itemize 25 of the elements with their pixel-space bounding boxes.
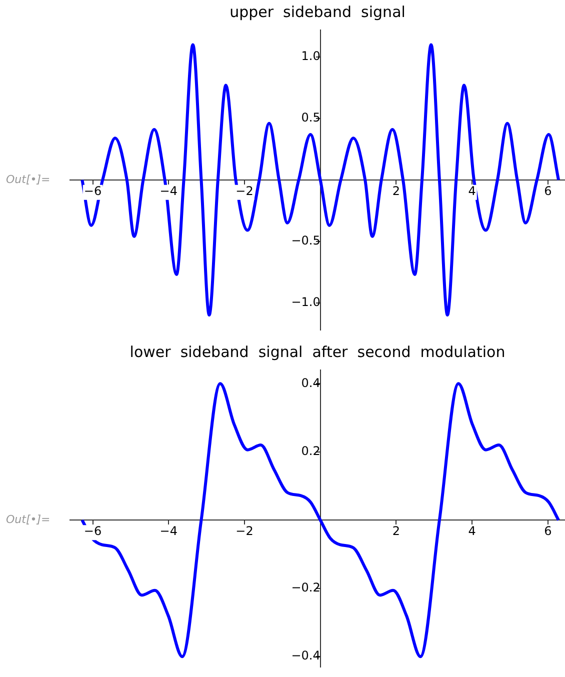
- text: Out[•]=: [6, 172, 50, 186]
- x-tick-label: −6: [84, 184, 102, 198]
- x-tick-label: −6: [84, 524, 102, 538]
- y-tick-label: −0.4: [291, 648, 320, 663]
- chart-title: upper sideband signal: [230, 2, 406, 21]
- text: Out[•]=: [6, 512, 50, 526]
- x-tick-label: 4: [468, 184, 476, 198]
- x-tick-label: 2: [392, 524, 400, 538]
- x-tick-label: −4: [160, 524, 178, 538]
- x-tick-label: 2: [392, 184, 400, 198]
- y-tick-label: 0.2: [301, 444, 320, 458]
- x-tick-label: −2: [236, 184, 254, 198]
- y-tick-label: 0.4: [301, 376, 320, 390]
- x-tick-label: −4: [160, 184, 178, 198]
- chart-title: lower sideband signal after second modulation: [130, 342, 506, 361]
- x-tick-label: 6: [544, 184, 552, 198]
- x-tick-label: −2: [236, 524, 254, 538]
- x-tick-label: 6: [544, 524, 552, 538]
- y-tick-label: −0.2: [291, 580, 320, 594]
- y-tick-label: −1.0: [291, 294, 320, 309]
- y-tick-label: 0.5: [301, 110, 320, 125]
- line-series: [80, 43, 560, 317]
- x-tick-label: 4: [468, 524, 476, 538]
- y-tick-label: 1.0: [301, 49, 320, 64]
- y-tick-label: −0.5: [291, 233, 320, 248]
